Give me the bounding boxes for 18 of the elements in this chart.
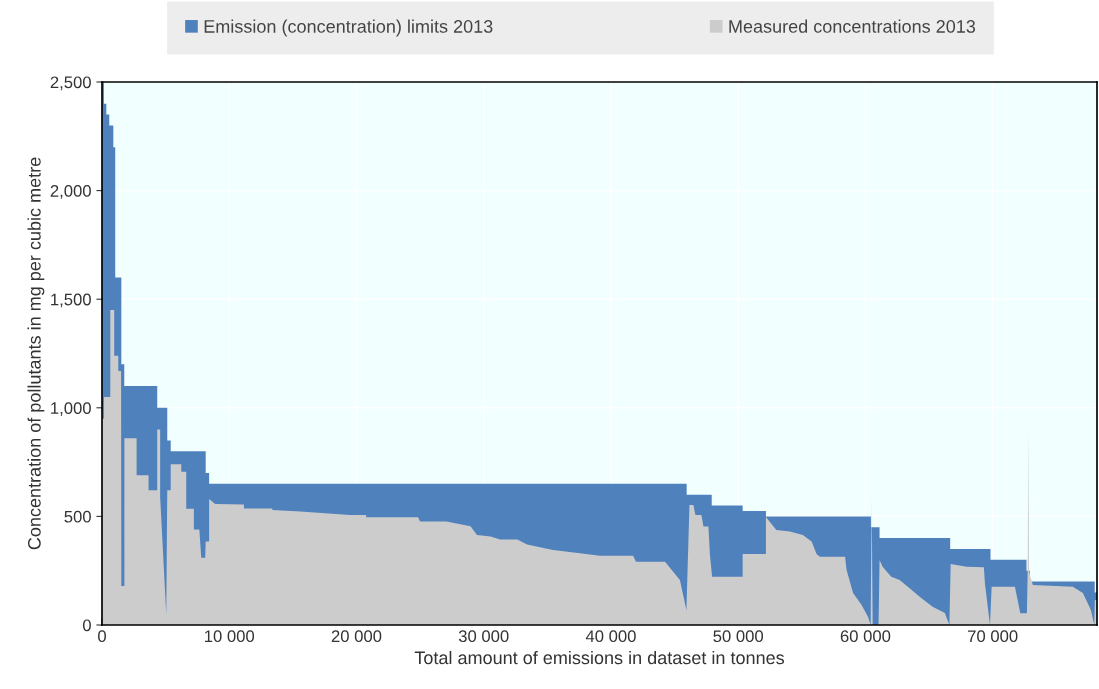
- x-tick-label: 40 000: [585, 630, 636, 643]
- y-tick-label: 0: [82, 619, 91, 632]
- y-tick-label: 1,000: [51, 402, 91, 416]
- legend-label: Emission (concentration) limits 2013: [204, 19, 493, 37]
- y-tick-label: 2,500: [50, 76, 91, 91]
- y-tick-label: 1,500: [51, 293, 91, 308]
- x-tick-label: 60 000: [840, 630, 891, 643]
- x-tick-label: 30 000: [458, 630, 509, 643]
- x-tick-label: 20 000: [331, 630, 382, 643]
- y-tick-label: 2,000: [50, 185, 91, 199]
- x-tick-label: 10 000: [205, 630, 255, 643]
- x-tick-label: 0: [98, 630, 106, 643]
- y-axis-title: Concentration of pollutants in mg per cubic metre: [27, 157, 45, 550]
- x-axis-title: Total amount of emissions in dataset in tonnes: [414, 650, 785, 665]
- y-tick-label: 500: [64, 510, 91, 523]
- x-tick-label: 50 000: [713, 630, 764, 643]
- legend-label: Measured concentrations 2013: [729, 19, 976, 33]
- x-tick-label: 70 000: [968, 630, 1018, 643]
